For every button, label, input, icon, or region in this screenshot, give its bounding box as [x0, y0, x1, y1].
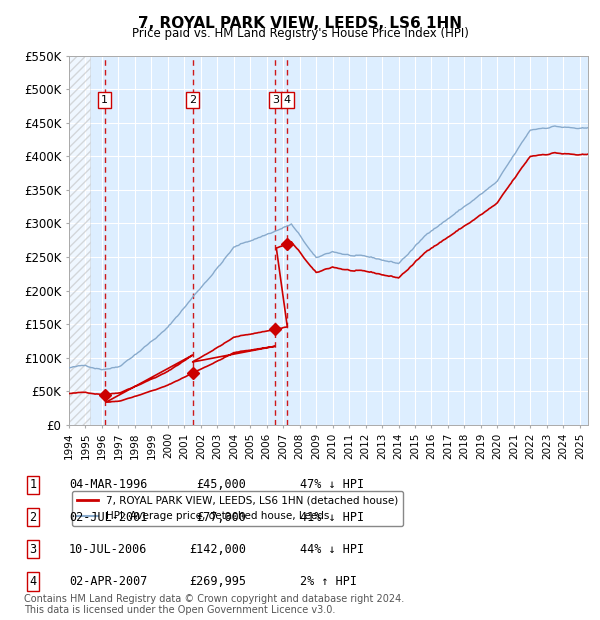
Text: 02-APR-2007: 02-APR-2007	[69, 575, 148, 588]
Text: Price paid vs. HM Land Registry's House Price Index (HPI): Price paid vs. HM Land Registry's House …	[131, 27, 469, 40]
Text: £45,000: £45,000	[196, 479, 246, 491]
Text: 04-MAR-1996: 04-MAR-1996	[69, 479, 148, 491]
Text: £142,000: £142,000	[189, 543, 246, 556]
Text: This data is licensed under the Open Government Licence v3.0.: This data is licensed under the Open Gov…	[24, 605, 335, 615]
Text: 47% ↓ HPI: 47% ↓ HPI	[300, 479, 364, 491]
Text: 44% ↓ HPI: 44% ↓ HPI	[300, 543, 364, 556]
Text: 1: 1	[101, 95, 108, 105]
Text: 3: 3	[29, 543, 37, 556]
Text: 4: 4	[284, 95, 291, 105]
Text: £269,995: £269,995	[189, 575, 246, 588]
Text: £77,000: £77,000	[196, 511, 246, 523]
Text: 2% ↑ HPI: 2% ↑ HPI	[300, 575, 357, 588]
Text: 1: 1	[29, 479, 37, 491]
Text: 02-JUL-2001: 02-JUL-2001	[69, 511, 148, 523]
Text: 41% ↓ HPI: 41% ↓ HPI	[300, 511, 364, 523]
Legend: 7, ROYAL PARK VIEW, LEEDS, LS6 1HN (detached house), HPI: Average price, detache: 7, ROYAL PARK VIEW, LEEDS, LS6 1HN (deta…	[71, 491, 403, 526]
Text: 2: 2	[29, 511, 37, 523]
Text: 4: 4	[29, 575, 37, 588]
Text: 7, ROYAL PARK VIEW, LEEDS, LS6 1HN: 7, ROYAL PARK VIEW, LEEDS, LS6 1HN	[138, 16, 462, 30]
Text: 2: 2	[189, 95, 196, 105]
Text: 10-JUL-2006: 10-JUL-2006	[69, 543, 148, 556]
Text: 3: 3	[272, 95, 279, 105]
Text: Contains HM Land Registry data © Crown copyright and database right 2024.: Contains HM Land Registry data © Crown c…	[24, 595, 404, 604]
